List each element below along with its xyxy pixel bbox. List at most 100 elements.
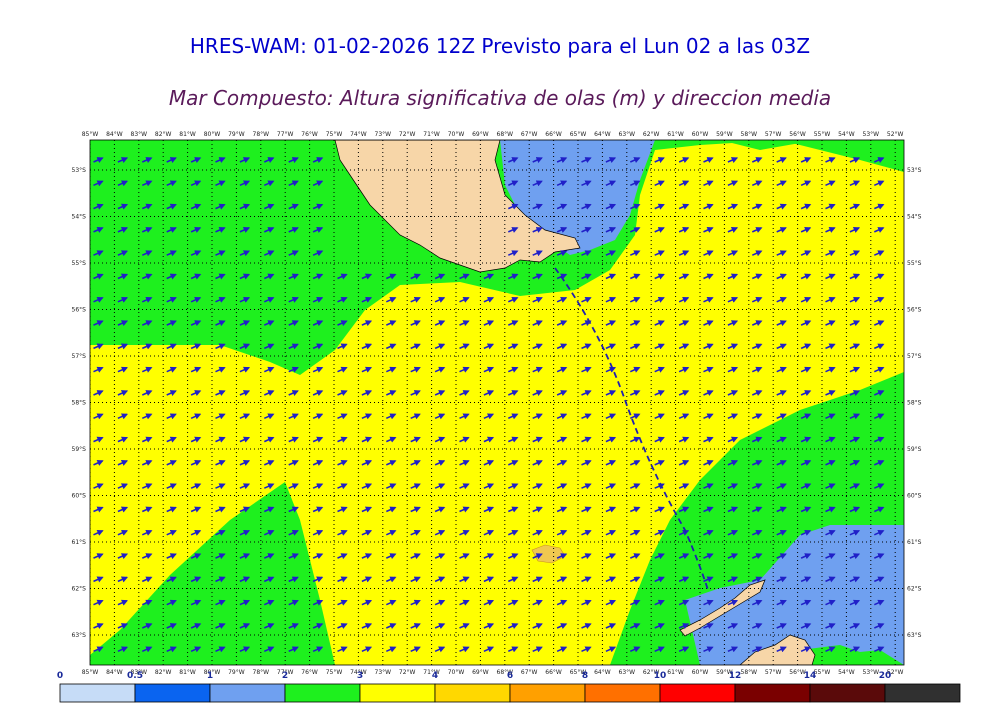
wave-arrow [654, 506, 665, 513]
wave-arrow [239, 296, 251, 303]
wave-arrow [800, 343, 812, 350]
lon-label: 61°W [667, 131, 684, 138]
wave-arrow [288, 273, 299, 280]
lon-label: 68°W [497, 669, 514, 676]
wave-arrow [385, 413, 397, 420]
wave-arrow [727, 227, 739, 233]
wave-arrow [141, 623, 153, 630]
wave-arrow [93, 320, 104, 327]
wave-arrow [605, 296, 617, 303]
wave-arrow [312, 320, 324, 327]
wave-arrow [654, 529, 665, 536]
wave-arrow [190, 483, 202, 490]
wave-arrow [873, 646, 885, 653]
wave-arrow [434, 460, 446, 466]
wave-arrow [800, 413, 812, 420]
lon-label: 75°W [326, 669, 343, 676]
wave-arrow [532, 273, 543, 280]
wave-arrow [849, 576, 861, 583]
wave-arrow [215, 599, 226, 606]
wave-arrow [410, 273, 421, 280]
wave-arrow [873, 599, 885, 606]
lon-label: 71°W [423, 131, 440, 138]
wave-arrow [849, 320, 861, 327]
wave-arrow [215, 296, 226, 303]
wave-arrow [532, 623, 543, 630]
wave-arrow [849, 460, 861, 466]
wave-arrow [337, 390, 348, 397]
wave-arrow [751, 646, 763, 653]
wave-arrow [532, 343, 543, 350]
wave-arrow [117, 203, 129, 210]
wave-arrow [727, 203, 739, 210]
wave-arrow [312, 599, 324, 606]
wave-arrow [166, 483, 177, 490]
wave-arrow [410, 390, 421, 397]
wave-arrow [410, 529, 421, 536]
wave-arrow [556, 436, 568, 443]
wave-arrow [751, 157, 763, 164]
wave-arrow [459, 343, 470, 350]
wave-arrow [312, 203, 324, 210]
lon-label: 52°W [887, 669, 904, 676]
wave-arrow [337, 553, 348, 560]
colorbar-tick-label: 20 [879, 671, 892, 681]
lon-label: 74°W [350, 131, 367, 138]
wave-arrow [141, 390, 153, 397]
wave-arrow [532, 553, 543, 560]
wave-arrow [556, 506, 568, 513]
wave-arrow [117, 576, 129, 583]
wave-arrow [776, 483, 787, 490]
wave-arrow [434, 390, 446, 397]
wave-arrow [361, 343, 373, 350]
lat-label: 58°S [72, 400, 87, 407]
lon-label: 81°W [179, 131, 196, 138]
land-south-shetland [679, 579, 766, 637]
lon-label: 56°W [789, 669, 806, 676]
wave-arrow [703, 436, 714, 443]
lat-label: 62°S [907, 586, 922, 593]
wave-arrow [141, 157, 153, 164]
wave-arrow [532, 180, 543, 187]
wave-arrow [263, 343, 275, 350]
wave-arrow [312, 553, 324, 560]
lon-label: 65°W [570, 669, 587, 676]
wave-arrow [361, 483, 373, 490]
wave-arrow [141, 506, 153, 513]
wave-arrow [483, 506, 495, 513]
wave-arrow [556, 599, 568, 606]
wave-arrow [215, 250, 226, 257]
wave-arrow [117, 483, 129, 490]
lon-label: 52°W [887, 131, 904, 138]
wave-arrow [654, 553, 665, 560]
colorbar-tick-label: 8 [582, 671, 588, 681]
wave-arrow [776, 576, 787, 583]
colorbar-tick-label: 12 [729, 671, 742, 681]
wave-arrow [581, 623, 592, 630]
wave-arrow [459, 529, 470, 536]
wave-arrow [678, 483, 690, 490]
wave-arrow [483, 413, 495, 420]
wave-arrow [605, 366, 617, 373]
wave-arrow [873, 296, 885, 303]
wave-arrow [288, 390, 299, 397]
wave-arrow [459, 553, 470, 560]
wave-arrow [141, 250, 153, 257]
wave-arrow [556, 483, 568, 490]
wave-arrow [166, 157, 177, 164]
wave-arrow [825, 343, 836, 350]
wave-arrow [93, 180, 104, 187]
wave-arrow [751, 227, 763, 233]
wave-arrow [434, 366, 446, 373]
wave-arrow [483, 623, 495, 630]
wave-arrow [825, 320, 836, 327]
wave-arrow [190, 390, 202, 397]
wave-arrow [483, 483, 495, 490]
wave-arrow [483, 553, 495, 560]
wave-arrow [727, 413, 739, 420]
wave-arrow [507, 227, 519, 233]
wave-arrow [190, 576, 202, 583]
wave-arrow [581, 296, 592, 303]
wave-arrow [190, 343, 202, 350]
wave-arrow [239, 623, 251, 630]
